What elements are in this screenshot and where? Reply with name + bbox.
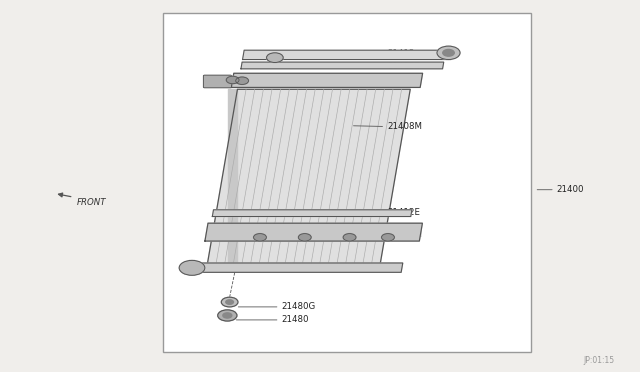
Text: 21400: 21400 xyxy=(557,185,584,194)
Circle shape xyxy=(227,76,239,84)
Text: JP:01:15: JP:01:15 xyxy=(583,356,614,365)
Circle shape xyxy=(236,77,248,84)
Bar xyxy=(163,13,531,352)
Polygon shape xyxy=(200,263,403,272)
Circle shape xyxy=(218,310,237,321)
Circle shape xyxy=(443,49,454,56)
Circle shape xyxy=(381,234,394,241)
Text: 21412E: 21412E xyxy=(387,62,420,71)
Circle shape xyxy=(253,234,266,241)
Text: 21480: 21480 xyxy=(282,315,309,324)
Circle shape xyxy=(226,300,234,304)
Circle shape xyxy=(343,234,356,241)
Circle shape xyxy=(223,313,232,318)
Polygon shape xyxy=(212,210,412,217)
Circle shape xyxy=(221,297,238,307)
Circle shape xyxy=(179,260,205,275)
FancyBboxPatch shape xyxy=(204,75,232,88)
Polygon shape xyxy=(232,73,422,87)
Circle shape xyxy=(437,46,460,60)
Circle shape xyxy=(298,234,311,241)
Text: 21480G: 21480G xyxy=(282,302,316,311)
Polygon shape xyxy=(241,62,444,69)
Polygon shape xyxy=(228,89,237,264)
Text: 21463M: 21463M xyxy=(387,230,422,239)
Polygon shape xyxy=(205,223,422,241)
Text: 21408M: 21408M xyxy=(387,122,422,131)
Text: 21412: 21412 xyxy=(387,49,415,58)
Text: FRONT: FRONT xyxy=(77,198,106,207)
Polygon shape xyxy=(207,89,410,264)
Circle shape xyxy=(267,53,284,62)
Polygon shape xyxy=(243,50,452,60)
Text: 21412E: 21412E xyxy=(387,208,420,217)
